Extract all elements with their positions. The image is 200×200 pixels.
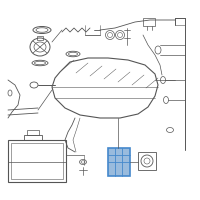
Bar [138, 152, 156, 170]
Bar [8, 140, 66, 182]
Bar [27, 130, 39, 135]
Bar [143, 18, 155, 26]
Bar [108, 148, 130, 176]
Bar [11, 143, 63, 179]
Bar [24, 135, 42, 140]
Bar [37, 36, 43, 40]
